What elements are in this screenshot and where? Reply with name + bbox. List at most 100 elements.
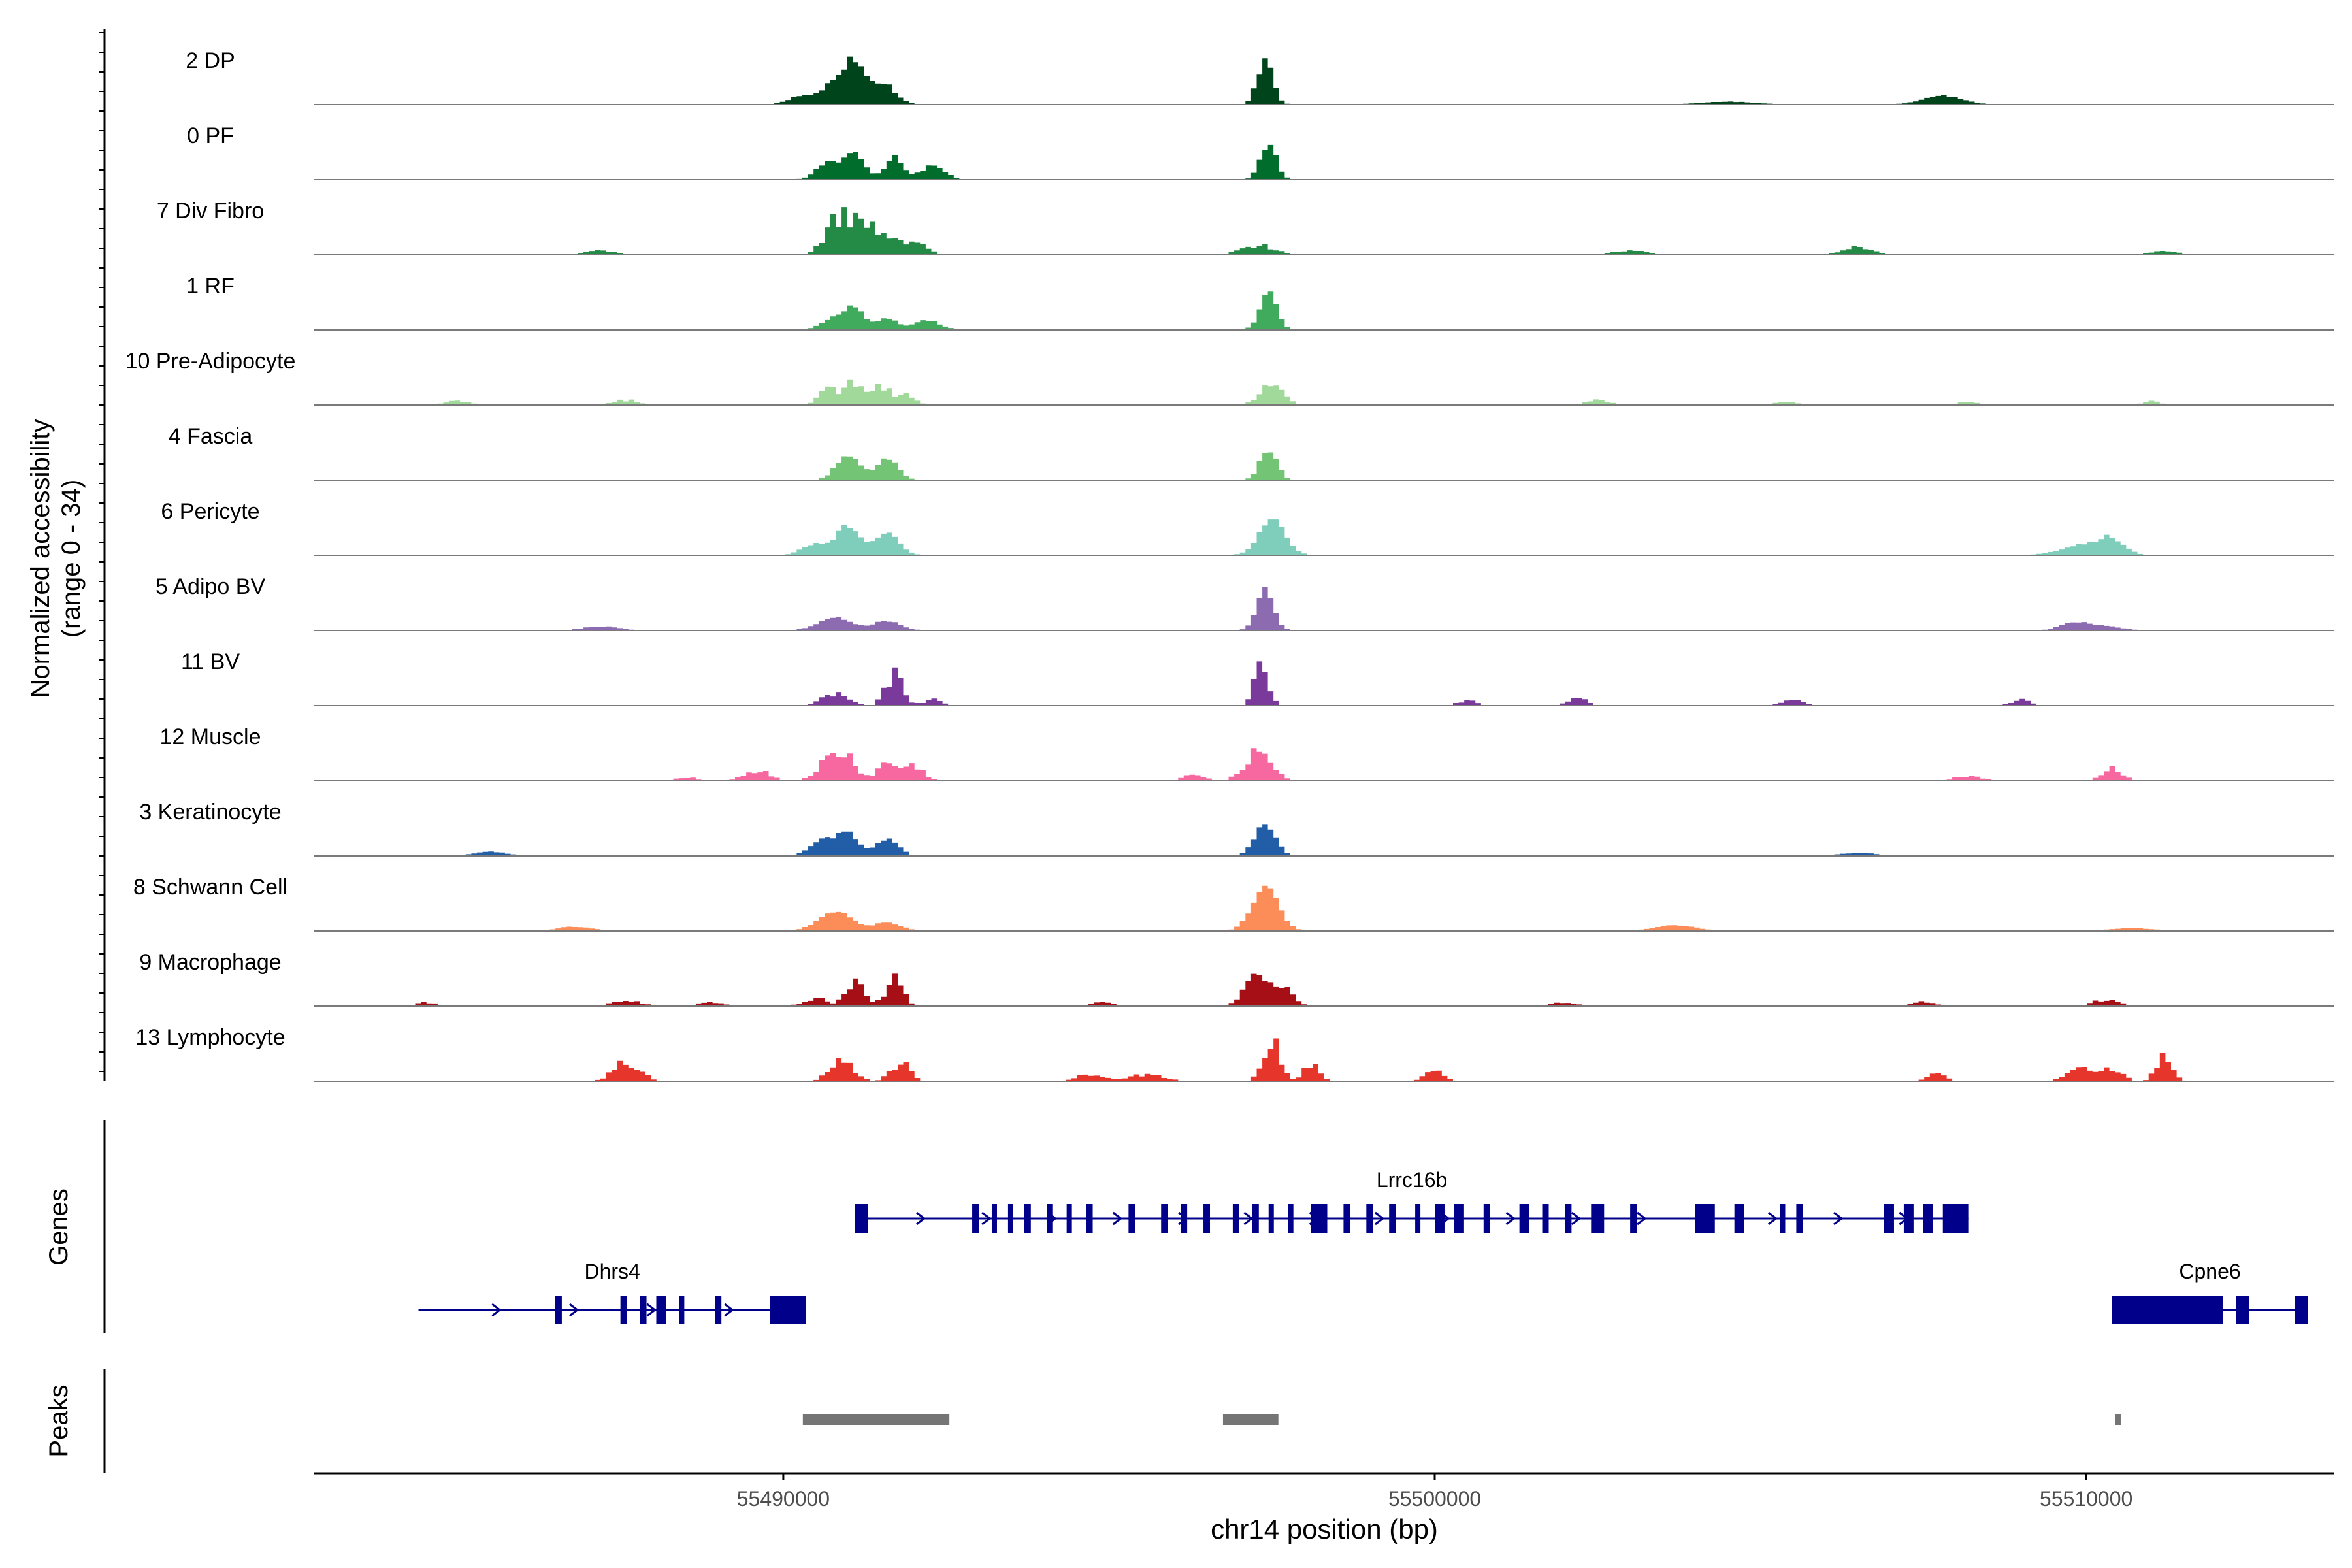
peak-region [802, 1414, 950, 1425]
gene-exon [1128, 1204, 1135, 1233]
strand-arrow [1243, 1211, 1254, 1226]
coverage-track: 7 Div Fibro [157, 199, 2334, 255]
coverage-track: 6 Pericyte [161, 499, 2334, 556]
coverage-area [314, 748, 2334, 781]
gene-exon [1366, 1204, 1373, 1233]
gene-exon [1565, 1204, 1572, 1233]
coverage-area [314, 379, 2334, 405]
coverage-area [314, 452, 2334, 480]
track-label: 11 BV [181, 649, 240, 674]
gene-exon [2236, 1296, 2249, 1324]
coverage-track: 0 PF [187, 123, 2334, 180]
coverage-area [314, 587, 2334, 630]
y-axis-label-line2: (range 0 - 34) [57, 480, 86, 638]
gene-exon [2112, 1296, 2223, 1324]
track-label: 13 Lymphocyte [135, 1025, 285, 1050]
gene-model: Cpne6 [2112, 1260, 2308, 1324]
coverage-area [314, 824, 2334, 856]
track-label: 12 Muscle [160, 725, 261, 749]
gene-exon [972, 1204, 979, 1233]
x-tick-label: 55500000 [1388, 1487, 1481, 1511]
gene-label: Cpne6 [2179, 1260, 2240, 1283]
gene-exon [640, 1296, 647, 1324]
coverage-area [314, 973, 2334, 1006]
gene-exon [1024, 1204, 1031, 1233]
strand-arrow [646, 1303, 657, 1317]
coverage-track: 5 Adipo BV [155, 574, 2334, 631]
coverage-area [314, 291, 2334, 330]
track-label: 5 Adipo BV [155, 574, 266, 599]
gene-exon [1519, 1204, 1529, 1233]
strand-arrow [1767, 1211, 1778, 1226]
gene-exon [1389, 1204, 1396, 1233]
gene-models: Lrrc16b Dhrs4 Cpne6 [418, 1168, 2308, 1324]
gene-exon [2295, 1296, 2308, 1324]
genes-panel: Genes Lrrc16b Dhrs4 Cpne6 [44, 1120, 2308, 1333]
peaks-label: Peaks [44, 1384, 73, 1457]
strand-arrow [981, 1211, 992, 1226]
gene-exon [715, 1296, 722, 1324]
strand-arrow [1505, 1211, 1516, 1226]
gene-exon [555, 1296, 562, 1324]
x-axis-label: chr14 position (bp) [1211, 1514, 1438, 1544]
gene-exon [1884, 1204, 1894, 1233]
gene-exon [1161, 1204, 1168, 1233]
coverage-track: 9 Macrophage [139, 950, 2334, 1007]
strand-arrow [491, 1303, 502, 1317]
gene-exon [1780, 1204, 1786, 1233]
strand-arrow [1112, 1211, 1123, 1226]
gene-exon [1630, 1204, 1637, 1233]
coverage-area [314, 207, 2334, 255]
gene-exon [1252, 1204, 1259, 1233]
coverage-track: 11 BV [181, 649, 2334, 706]
coverage-area [314, 519, 2334, 555]
gene-exon [1591, 1204, 1605, 1233]
x-tick-label: 55510000 [2040, 1487, 2132, 1511]
gene-exon [620, 1296, 627, 1324]
coverage-track: 4 Fascia [169, 424, 2334, 481]
gene-exon [1796, 1204, 1803, 1233]
coverage-area [314, 144, 2334, 180]
coverage-area [314, 661, 2334, 706]
track-label: 10 Pre-Adipocyte [125, 349, 296, 374]
gene-exon [1542, 1204, 1549, 1233]
coverage-area [314, 885, 2334, 931]
coverage-track: 1 RF [186, 274, 2334, 331]
track-label: 9 Macrophage [139, 950, 281, 975]
gene-exon [1734, 1204, 1744, 1233]
strand-arrow [915, 1211, 926, 1226]
coverage-track: 3 Keratinocyte [139, 800, 2334, 857]
peak-region [1222, 1414, 1279, 1425]
gene-exon [1007, 1204, 1013, 1233]
strand-arrow [724, 1303, 734, 1317]
y-axis-ticks [99, 32, 105, 1072]
gene-exon [855, 1204, 868, 1233]
strand-arrow [1833, 1211, 1844, 1226]
gene-exon [679, 1296, 685, 1324]
coverage-track: 13 Lymphocyte [135, 1025, 2334, 1082]
gene-exon [1086, 1204, 1093, 1233]
gene-exon [991, 1204, 997, 1233]
strand-arrow [1375, 1211, 1385, 1226]
gene-model: Dhrs4 [418, 1260, 806, 1324]
gene-exon [1343, 1204, 1350, 1233]
strand-arrow [568, 1303, 580, 1317]
gene-exon [1483, 1204, 1490, 1233]
coverage-track: 12 Muscle [160, 725, 2334, 781]
coverage-track: 2 DP [186, 48, 2334, 105]
gene-exon [1232, 1204, 1239, 1233]
peaks-panel: Peaks [44, 1369, 2121, 1473]
coverage-tracks: 2 DP 0 PF 7 Div Fibro 1 RF 10 Pre-Adipocyte 4… [125, 48, 2334, 1082]
coverage-area [314, 56, 2334, 105]
gene-exon [1435, 1204, 1445, 1233]
track-label: 6 Pericyte [161, 499, 259, 524]
gene-exon [770, 1296, 806, 1324]
x-axis-ticks: 55490000 55500000 55510000 [737, 1473, 2132, 1511]
coverage-area [314, 1038, 2334, 1081]
gene-exon [1203, 1204, 1211, 1233]
track-label: 7 Div Fibro [157, 199, 264, 223]
track-label: 2 DP [186, 48, 235, 73]
gene-exon [1942, 1204, 1969, 1233]
coverage-track: 8 Schwann Cell [133, 875, 2334, 932]
